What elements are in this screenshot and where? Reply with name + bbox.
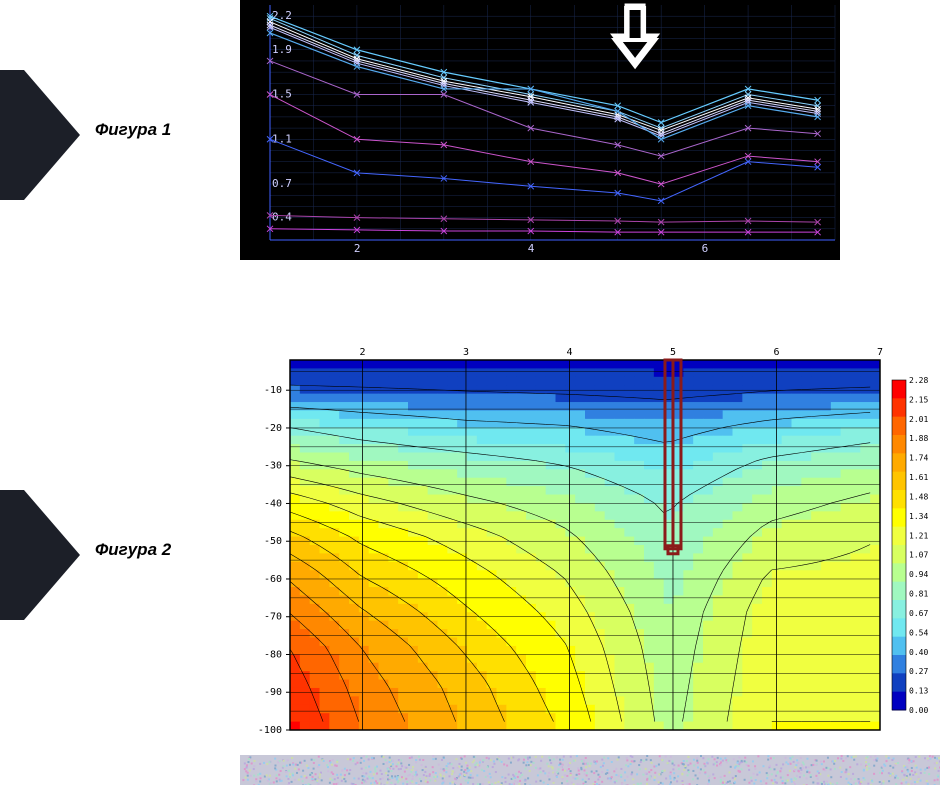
figure1-label: Фигура 1 [95,120,171,140]
svg-text:1.61: 1.61 [909,473,928,482]
figure2-chart: 2 3 4 5 6 7 -10 -20 -30 -40 -50 -60 -70 -80 -90 -100 2.2… [240,340,940,740]
line-chart-svg: 0.40.71.11.51.92.2246 [240,0,840,260]
figure1-label-block: Фигура 1 [0,70,200,200]
svg-text:-20: -20 [264,423,282,434]
svg-text:1.21: 1.21 [909,531,928,540]
svg-text:0.27: 0.27 [909,667,928,676]
svg-text:0.00: 0.00 [909,706,928,715]
svg-text:0.4: 0.4 [272,211,292,224]
svg-text:0.81: 0.81 [909,590,928,599]
svg-text:6: 6 [702,242,709,255]
pentagon-decor [0,70,80,200]
svg-text:-90: -90 [264,687,282,698]
svg-text:6: 6 [773,347,779,358]
svg-text:-70: -70 [264,612,282,623]
svg-text:2.28: 2.28 [909,376,928,385]
svg-text:1.1: 1.1 [272,132,292,145]
svg-text:-60: -60 [264,574,282,585]
figure2-label-block: Фигура 2 [0,490,200,620]
svg-text:2.15: 2.15 [909,395,928,404]
svg-text:1.07: 1.07 [909,551,928,560]
svg-text:-30: -30 [264,461,282,472]
contour-chart-svg: 2 3 4 5 6 7 -10 -20 -30 -40 -50 -60 -70 -80 -90 -100 2.2… [240,340,940,740]
svg-text:-40: -40 [264,498,282,509]
svg-text:0.54: 0.54 [909,628,928,637]
svg-text:4: 4 [528,242,535,255]
svg-text:-80: -80 [264,649,282,660]
svg-text:1.5: 1.5 [272,88,292,101]
svg-text:1.88: 1.88 [909,434,928,443]
svg-text:0.67: 0.67 [909,609,928,618]
noise-strip [240,755,940,785]
svg-text:4: 4 [566,347,572,358]
svg-text:1.74: 1.74 [909,454,928,463]
svg-text:1.34: 1.34 [909,512,928,521]
svg-text:1.48: 1.48 [909,492,928,501]
svg-text:0.7: 0.7 [272,177,292,190]
svg-text:-10: -10 [264,385,282,396]
svg-text:2: 2 [354,242,361,255]
svg-text:0.94: 0.94 [909,570,928,579]
svg-text:-50: -50 [264,536,282,547]
svg-text:2: 2 [359,347,365,358]
svg-text:3: 3 [463,347,469,358]
svg-text:5: 5 [670,347,676,358]
svg-text:2.01: 2.01 [909,415,928,424]
svg-text:1.9: 1.9 [272,43,292,56]
svg-text:0.40: 0.40 [909,648,928,657]
svg-text:-100: -100 [258,725,282,736]
figure1-chart: 0.40.71.11.51.92.2246 [240,0,840,260]
svg-text:7: 7 [877,347,883,358]
svg-text:0.13: 0.13 [909,687,928,696]
figure2-label: Фигура 2 [95,540,171,560]
pentagon-decor [0,490,80,620]
